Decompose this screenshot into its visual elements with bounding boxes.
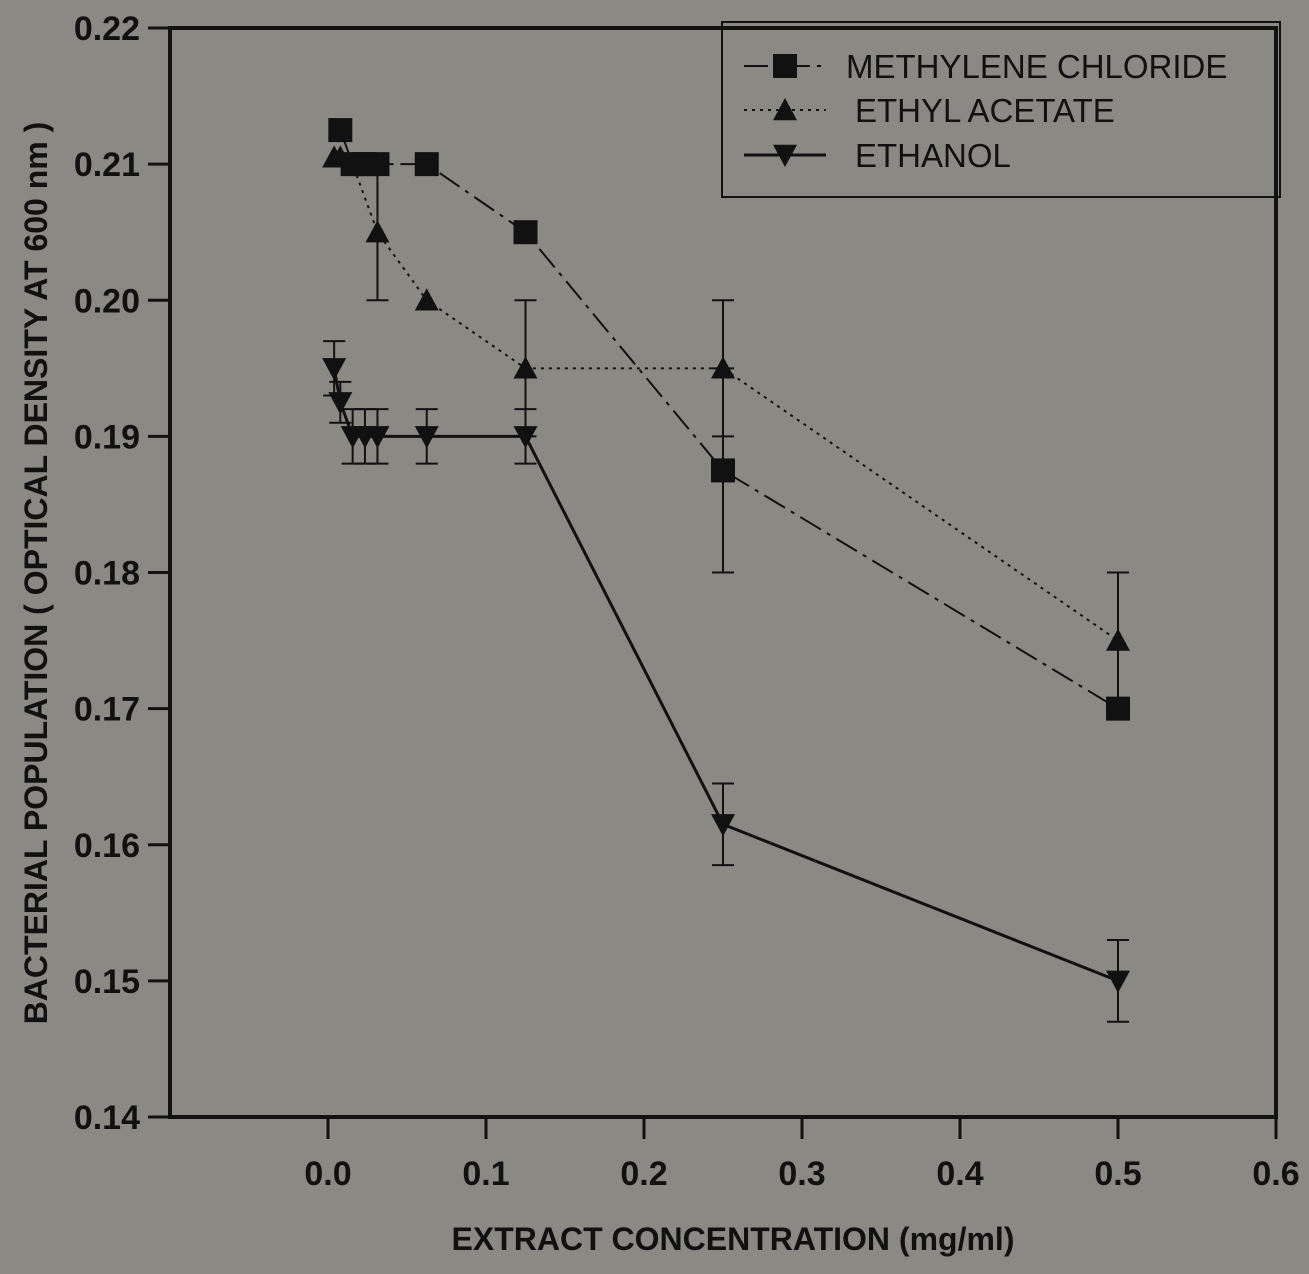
x-tick-label: 0.0 bbox=[304, 1155, 351, 1193]
legend-label: METHYLENE CHLORIDE bbox=[846, 48, 1227, 85]
square-marker bbox=[773, 54, 797, 78]
y-tick-label: 0.14 bbox=[74, 1099, 140, 1137]
x-tick-label: 0.4 bbox=[936, 1155, 983, 1193]
legend: METHYLENE CHLORIDE ETHYL ACETATE ETHANOL bbox=[721, 21, 1281, 198]
triangle-up-marker bbox=[365, 220, 390, 243]
square-marker bbox=[328, 118, 353, 143]
triangle-down-marker bbox=[773, 144, 797, 167]
y-tick-label: 0.16 bbox=[74, 827, 140, 865]
triangle-up-marker bbox=[711, 356, 735, 379]
triangle-down-marker bbox=[328, 392, 353, 415]
series-line bbox=[334, 156, 1119, 642]
x-tick-label: 0.3 bbox=[778, 1155, 825, 1193]
series-methylene-chloride bbox=[328, 118, 1130, 721]
triangle-up-marker bbox=[340, 152, 365, 175]
triangle-up-marker bbox=[1106, 628, 1130, 651]
series-ethyl-acetate bbox=[322, 145, 1130, 710]
triangle-down-marker bbox=[1106, 970, 1130, 993]
x-tick-label: 0.5 bbox=[1094, 1155, 1141, 1193]
x-tick-label: 0.2 bbox=[620, 1155, 667, 1193]
y-tick-label: 0.21 bbox=[74, 146, 140, 184]
square-marker bbox=[414, 152, 439, 177]
y-tick-label: 0.17 bbox=[74, 691, 140, 729]
square-marker bbox=[513, 220, 538, 245]
x-tick-label: 0.1 bbox=[462, 1155, 509, 1193]
triangle-up-marker bbox=[328, 145, 353, 168]
y-tick-label: 0.22 bbox=[74, 10, 140, 48]
y-tick-label: 0.18 bbox=[74, 555, 140, 593]
triangle-down-marker bbox=[365, 426, 390, 449]
y-tick-label: 0.15 bbox=[74, 963, 140, 1001]
triangle-down-marker bbox=[513, 426, 538, 449]
series-line bbox=[339, 129, 1119, 710]
triangle-down-marker bbox=[711, 814, 735, 837]
triangle-down-marker bbox=[322, 358, 347, 381]
triangle-up-marker bbox=[414, 288, 439, 311]
triangle-up-marker bbox=[513, 356, 538, 379]
legend-label: ETHYL ACETATE bbox=[855, 92, 1115, 129]
x-axis-label: EXTRACT CONCENTRATION (mg/ml) bbox=[452, 1221, 1015, 1257]
series-ethanol bbox=[322, 340, 1130, 1023]
y-tick-label: 0.20 bbox=[74, 282, 140, 320]
triangle-up-marker bbox=[773, 98, 797, 121]
y-axis-label: BACTERIAL POPULATION ( OPTICAL DENSITY A… bbox=[18, 122, 54, 1025]
y-tick-label: 0.19 bbox=[74, 418, 140, 456]
x-tick-label: 0.6 bbox=[1252, 1155, 1299, 1193]
legend-box bbox=[721, 21, 1281, 198]
axis-ticks: 0.0 0.1 0.2 0.3 0.4 0.5 0.6 0.14 0.15 0.16 0.17 0.1… bbox=[74, 10, 1300, 1193]
triangle-down-marker bbox=[414, 426, 439, 449]
legend-label: ETHANOL bbox=[855, 137, 1011, 174]
square-marker bbox=[711, 458, 735, 483]
series-layer bbox=[322, 118, 1130, 1023]
